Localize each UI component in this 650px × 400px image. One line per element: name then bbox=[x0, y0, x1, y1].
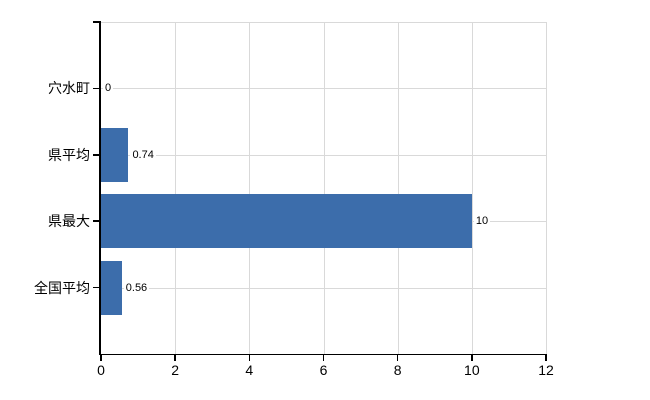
x-axis-tick bbox=[100, 355, 102, 362]
y-axis-tick bbox=[93, 87, 99, 90]
vertical-gridline bbox=[323, 22, 325, 354]
bar-value-label: 0 bbox=[103, 81, 114, 96]
x-axis-tick bbox=[248, 355, 251, 362]
category-label: 県最大 bbox=[48, 213, 90, 230]
x-axis-tick bbox=[174, 355, 176, 362]
vertical-gridline bbox=[546, 22, 547, 354]
x-axis-tick-label: 6 bbox=[319, 362, 328, 378]
vertical-gridline bbox=[471, 22, 473, 354]
horizontal-gridline bbox=[101, 88, 546, 90]
category-label: 全国平均 bbox=[34, 279, 90, 296]
vertical-gridline bbox=[175, 22, 177, 354]
bar bbox=[101, 260, 122, 315]
category-label: 穴水町 bbox=[48, 80, 90, 97]
vertical-gridline bbox=[249, 22, 251, 354]
x-axis-tick bbox=[322, 355, 325, 362]
x-axis-tick bbox=[545, 355, 547, 362]
x-axis-tick-label: 2 bbox=[171, 362, 180, 378]
x-axis-tick-label: 0 bbox=[97, 362, 105, 378]
y-axis-tick bbox=[93, 220, 99, 222]
y-axis-tick bbox=[93, 286, 99, 289]
x-axis-tick-label: 10 bbox=[464, 362, 480, 378]
x-axis-tick bbox=[396, 355, 399, 362]
category-label: 県平均 bbox=[48, 146, 90, 163]
x-axis-tick-label: 4 bbox=[245, 362, 254, 378]
x-axis-line bbox=[99, 353, 547, 356]
horizontal-gridline bbox=[101, 154, 546, 156]
x-axis-tick bbox=[471, 355, 473, 362]
bar-value-label: 10 bbox=[473, 214, 491, 229]
x-axis-tick-label: 12 bbox=[538, 362, 554, 378]
bar bbox=[101, 127, 129, 182]
bar-value-label: 0.74 bbox=[130, 147, 156, 162]
x-axis-tick-label: 8 bbox=[393, 362, 402, 378]
y-axis-line bbox=[99, 21, 101, 355]
bar bbox=[101, 194, 472, 249]
y-axis-top-tick bbox=[93, 21, 99, 23]
bar-value-label: 0.56 bbox=[123, 280, 150, 295]
horizontal-gridline bbox=[101, 287, 546, 289]
vertical-gridline bbox=[397, 22, 399, 354]
y-axis-tick bbox=[93, 154, 99, 156]
